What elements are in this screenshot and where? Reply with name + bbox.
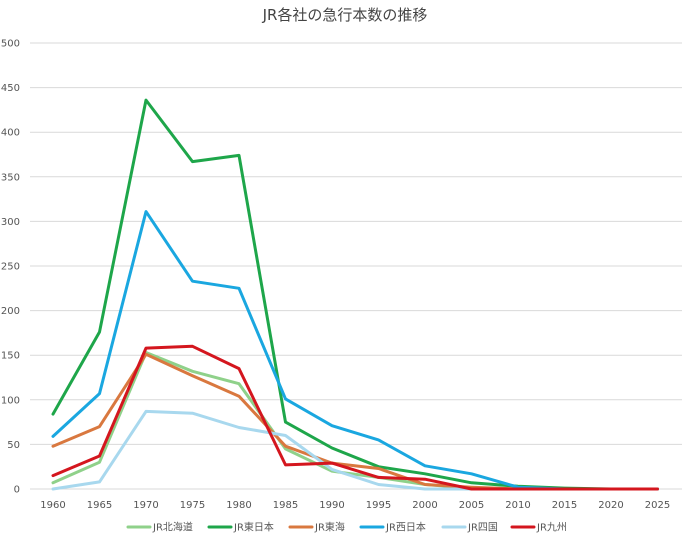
series-lines [51, 98, 659, 491]
chart-title: JR各社の急行本数の推移 [262, 6, 428, 24]
series-line-1 [51, 351, 659, 491]
legend-label: JR九州 [536, 522, 567, 534]
legend-item: JR東日本 [207, 521, 274, 534]
x-tick-label: 1980 [226, 500, 251, 511]
legend-label: JR四国 [467, 522, 498, 534]
legend-item: JR東海 [288, 521, 345, 534]
y-axis-ticks: 0 50 100 150 200 250 300 350 400 450 500 [1, 39, 20, 496]
y-tick-label: 300 [1, 217, 20, 228]
x-tick-label: 2000 [412, 500, 437, 511]
x-tick-label: 1990 [319, 500, 344, 511]
series-line-5 [51, 409, 659, 491]
x-tick-label: 1995 [366, 500, 391, 511]
series-line-2 [51, 98, 659, 491]
x-tick-label: 1965 [87, 500, 112, 511]
y-tick-label: 450 [1, 83, 20, 94]
x-tick-label: 1985 [273, 500, 298, 511]
x-axis-ticks: 1960 1965 1970 1975 1980 1985 1990 1995 2000 2005… [40, 500, 670, 511]
legend-label: JR東日本 [233, 521, 274, 534]
x-tick-label: 1975 [180, 500, 205, 511]
y-tick-label: 500 [1, 39, 20, 50]
legend-label: JR東海 [314, 521, 345, 534]
x-tick-label: 1970 [133, 500, 158, 511]
y-tick-label: 0 [14, 485, 20, 496]
x-tick-label: 2010 [505, 500, 530, 511]
legend-item: JR九州 [510, 522, 567, 534]
x-tick-label: 2025 [645, 500, 670, 511]
series-line-6 [51, 344, 659, 491]
grid-lines [30, 42, 682, 490]
y-tick-label: 150 [1, 351, 20, 362]
y-tick-label: 250 [1, 262, 20, 273]
y-tick-label: 200 [1, 306, 20, 317]
x-tick-label: 2020 [598, 500, 623, 511]
y-tick-label: 350 [1, 172, 20, 183]
legend-item: JR四国 [441, 522, 498, 534]
y-tick-label: 400 [1, 128, 20, 139]
legend-item: JR北海道 [126, 521, 193, 534]
legend-item: JR西日本 [359, 521, 426, 534]
x-tick-label: 2005 [459, 500, 484, 511]
y-tick-label: 100 [1, 395, 20, 406]
legend-label: JR西日本 [385, 521, 426, 534]
y-tick-label: 50 [7, 440, 20, 451]
x-tick-label: 1960 [40, 500, 65, 511]
x-tick-label: 2015 [552, 500, 577, 511]
legend: JR北海道 JR東日本 JR東海 JR西日本 JR四国 JR九州 [126, 521, 567, 534]
legend-label: JR北海道 [152, 521, 193, 534]
